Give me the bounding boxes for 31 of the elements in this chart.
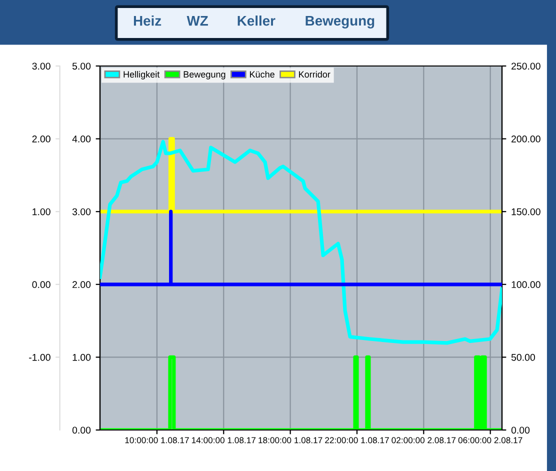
x-tick-label: 06:00:00 2.08.17 bbox=[458, 437, 522, 444]
y2-tick-label: 0.00 bbox=[511, 426, 530, 434]
text: Heiz bbox=[134, 16, 162, 26]
text: Bewegung bbox=[306, 16, 374, 28]
y2-tick-label: 200.00 bbox=[512, 136, 540, 142]
y2-tick-label: 50.00 bbox=[511, 354, 535, 361]
x-tick-label: 18:00:00 1.08.17 bbox=[258, 437, 322, 444]
y3-tick-label: 1.00 bbox=[32, 208, 50, 216]
y-tick-label: 2.00 bbox=[72, 281, 91, 288]
y-tick-label: 0.00 bbox=[72, 426, 91, 434]
x-tick-label: 14:00:00 1.08.17 bbox=[192, 437, 256, 444]
y2-tick-label: 250.00 bbox=[512, 62, 540, 70]
x-tick-label: 22:00:00 1.08.17 bbox=[325, 437, 389, 444]
y2-tick-label: 100.00 bbox=[512, 281, 540, 288]
legend-label: Küche bbox=[250, 70, 274, 78]
legend-label: Helligkeit bbox=[124, 70, 160, 80]
y3-tick-label: -1.00 bbox=[29, 354, 50, 361]
legend-label: Bewegung bbox=[184, 71, 226, 80]
y3-tick-label: 2.00 bbox=[32, 136, 50, 142]
legend-label: Korridor bbox=[299, 70, 330, 78]
y-tick-label: 4.00 bbox=[72, 136, 91, 142]
text: WZ bbox=[186, 16, 208, 26]
y3-tick-label: 0.00 bbox=[32, 281, 50, 288]
y3-tick-label: 3.00 bbox=[32, 62, 50, 70]
x-tick-label: 10:00:00 1.08.17 bbox=[125, 437, 189, 444]
y-tick-label: 1.00 bbox=[72, 354, 91, 361]
y-tick-label: 5.00 bbox=[72, 62, 91, 70]
y2-tick-label: 150.00 bbox=[512, 208, 540, 216]
y-tick-label: 3.00 bbox=[72, 208, 91, 216]
x-tick-label: 02:00:00 2.08.17 bbox=[392, 437, 456, 444]
text: Keller bbox=[238, 16, 276, 26]
